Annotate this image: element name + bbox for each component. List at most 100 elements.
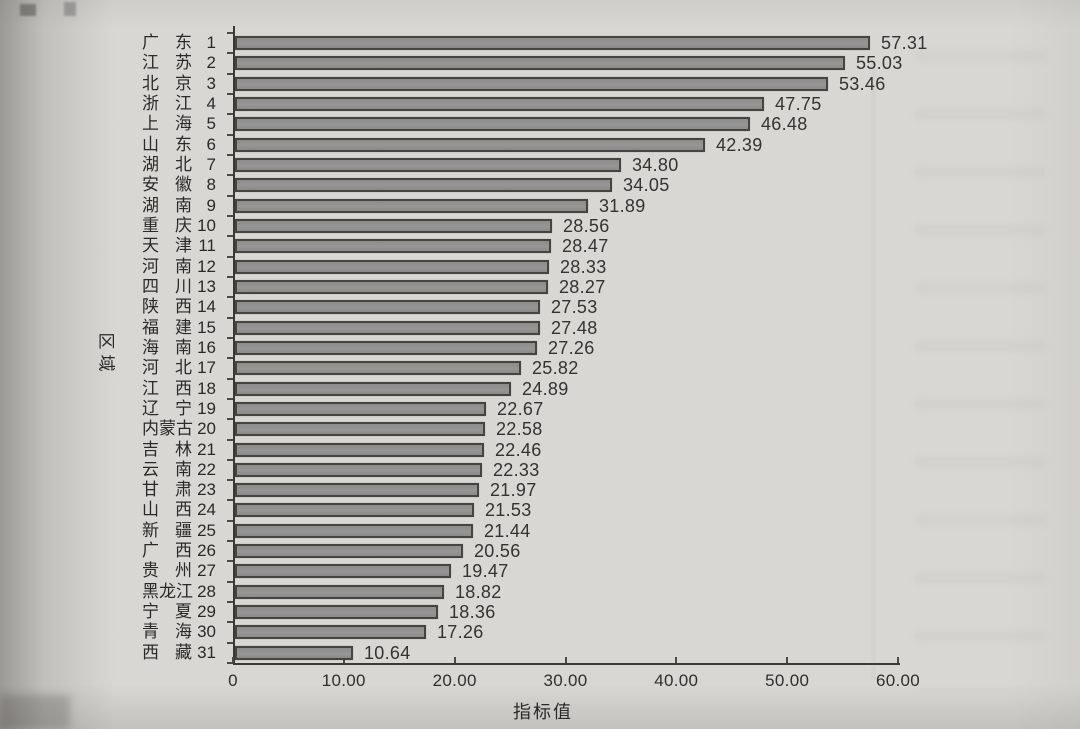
- category-label-province: 青海: [142, 622, 192, 642]
- y-axis-tick: [227, 32, 233, 34]
- bar-value-label: 31.89: [599, 195, 646, 216]
- bar: [235, 625, 426, 640]
- province-char: 广: [142, 541, 159, 561]
- province-char: 南: [175, 459, 192, 479]
- bar-value-label: 47.75: [775, 94, 822, 114]
- province-char: 甘: [142, 480, 159, 500]
- province-char: 上: [142, 114, 159, 134]
- category-label-province: 西藏: [142, 643, 192, 663]
- province-char: 津: [175, 236, 192, 256]
- category-label-rank: 18: [197, 378, 216, 398]
- y-axis-tick: [227, 418, 233, 421]
- bar: [235, 239, 551, 254]
- bar-value-label: 28.27: [559, 276, 606, 297]
- category-label-rank: 25: [197, 520, 216, 540]
- bar-value-label: 10.64: [364, 642, 411, 663]
- category-label-rank: 19: [197, 398, 216, 418]
- province-char: 庆: [175, 215, 192, 235]
- x-axis-title: 指标值: [513, 702, 573, 722]
- province-char: 重: [142, 215, 159, 235]
- x-axis-tick-label: 50.00: [765, 671, 810, 690]
- category-label-rank: 17: [197, 358, 216, 378]
- y-axis-tick: [227, 479, 233, 482]
- province-char: 北: [175, 154, 192, 174]
- bar-value-label: 17.26: [437, 622, 484, 643]
- category-label-rank: 4: [206, 94, 216, 113]
- category-label-rank: 27: [197, 561, 216, 581]
- category-label-rank: 10: [197, 215, 216, 235]
- category-label-province: 浙江: [142, 94, 192, 114]
- category-label-rank: 23: [197, 480, 216, 500]
- bar: [235, 645, 353, 660]
- bar-value-label: 22.58: [496, 419, 543, 440]
- bar-value-label: 34.80: [632, 154, 679, 175]
- x-axis-tick: [564, 657, 567, 663]
- province-char: 贵: [142, 561, 159, 581]
- y-axis-tick: [227, 601, 233, 603]
- category-label-rank: 14: [197, 297, 216, 317]
- province-char: 天: [142, 236, 159, 256]
- bar: [235, 300, 540, 315]
- category-label-province: 北京: [142, 74, 192, 94]
- bar-value-label: 27.26: [548, 337, 595, 358]
- province-char: 四: [142, 276, 159, 296]
- province-char: 州: [175, 561, 192, 581]
- category-label-province: 陕西: [142, 297, 192, 317]
- category-label-province: 海南: [142, 338, 192, 358]
- bar-value-label: 28.33: [560, 256, 607, 277]
- y-axis-tick: [227, 377, 233, 380]
- province-char: 云: [142, 459, 159, 479]
- x-axis-tick: [232, 657, 234, 663]
- bar: [235, 259, 549, 274]
- province-char: 海: [142, 337, 159, 357]
- y-axis-tick: [227, 316, 233, 319]
- province-char: 宁: [142, 602, 159, 621]
- bar: [235, 198, 588, 213]
- bar-value-label: 22.67: [497, 398, 544, 419]
- province-char: 江: [176, 581, 193, 601]
- bar: [235, 483, 479, 498]
- bar: [235, 36, 870, 50]
- category-label-province: 河北: [142, 358, 192, 378]
- category-label-province: 天津: [142, 236, 192, 256]
- y-axis-tick: [227, 560, 233, 563]
- x-axis-tick: [897, 657, 899, 663]
- province-char: 江: [142, 53, 159, 73]
- province-char: 山: [142, 134, 159, 154]
- province-char: 辽: [142, 398, 159, 418]
- x-axis-line: [233, 663, 900, 665]
- province-char: 广: [142, 33, 159, 52]
- x-axis-tick-label: 10.00: [321, 671, 366, 690]
- bar: [235, 56, 845, 71]
- bar: [235, 137, 705, 152]
- category-label-province: 宁夏: [142, 602, 192, 622]
- province-char: 安: [142, 175, 159, 195]
- bar: [235, 157, 621, 172]
- province-char: 西: [175, 378, 192, 398]
- province-char: 徽: [175, 175, 192, 195]
- category-label-province: 重庆: [142, 216, 192, 236]
- bar-value-label: 21.53: [485, 500, 532, 521]
- y-axis-tick: [227, 641, 233, 644]
- bar-value-label: 19.47: [462, 561, 509, 582]
- y-axis-title: 区域: [96, 332, 116, 377]
- province-char: 河: [142, 358, 159, 378]
- province-char: 林: [175, 439, 192, 459]
- category-label-province: 福建: [142, 318, 192, 338]
- y-axis-tick: [227, 336, 233, 339]
- y-axis-tick: [227, 52, 233, 55]
- category-label-rank: 2: [206, 53, 216, 73]
- bar-value-label: 34.05: [623, 175, 670, 196]
- bar: [235, 340, 537, 355]
- x-axis-tick-label: 30.00: [543, 671, 588, 690]
- page-artifact: [872, 60, 875, 680]
- category-label-rank: 30: [197, 622, 216, 642]
- x-axis-tick-label: 60.00: [875, 671, 921, 690]
- province-char: 海: [175, 622, 192, 642]
- category-label-province: 河南: [142, 257, 192, 277]
- bar: [235, 279, 548, 294]
- bar-value-label: 27.53: [551, 297, 598, 318]
- province-char: 夏: [175, 602, 192, 621]
- y-axis-tick: [227, 438, 233, 441]
- province-char: 东: [175, 134, 192, 154]
